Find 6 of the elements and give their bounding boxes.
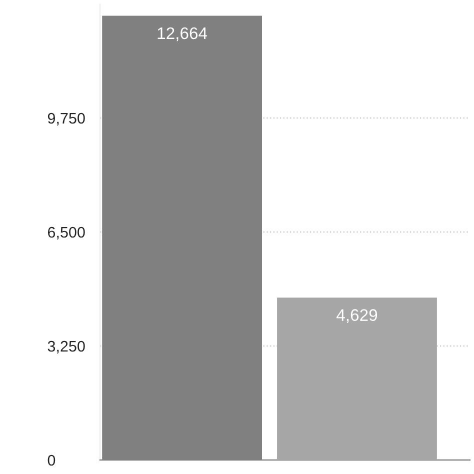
y-tick-label: 3,250 <box>48 340 85 354</box>
y-tick-label: 6,500 <box>48 226 85 240</box>
y-tick-label: 9,750 <box>48 112 85 126</box>
y-tick-label: 0 <box>48 454 56 466</box>
data-label: 4,629 <box>336 309 378 323</box>
data-label: 12,664 <box>158 27 208 42</box>
